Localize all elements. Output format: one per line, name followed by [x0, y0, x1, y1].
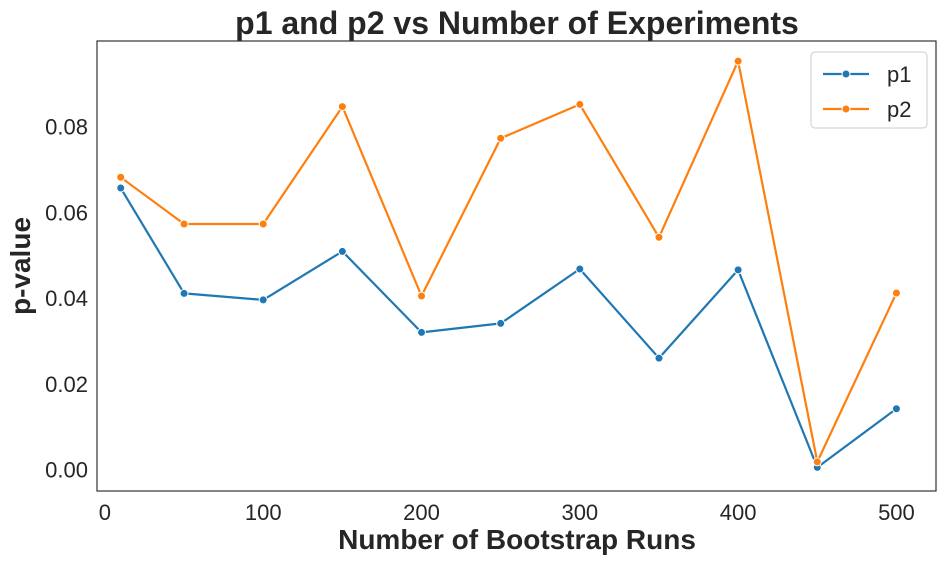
- data-point-p1: [496, 318, 506, 328]
- x-tick-label: 400: [720, 500, 757, 525]
- x-tick-label: 500: [878, 500, 915, 525]
- data-point-p1: [116, 183, 126, 193]
- y-tick-label: 0.08: [45, 115, 88, 140]
- data-point-p2: [891, 288, 901, 298]
- data-point-p2: [496, 133, 506, 143]
- data-point-p2: [733, 56, 743, 66]
- data-point-p1: [258, 295, 268, 305]
- series-line-p2: [120, 59, 898, 463]
- data-point-p2: [654, 232, 664, 242]
- series-line-p1: [119, 187, 898, 469]
- x-tick-label: 200: [403, 500, 440, 525]
- x-tick-label: 0: [99, 500, 111, 525]
- legend-label-p1: p1: [887, 62, 911, 87]
- data-point-p1: [654, 353, 664, 363]
- data-point-p2: [179, 219, 189, 229]
- data-point-p2: [575, 99, 585, 109]
- y-axis-ticks: 0.00 0.02 0.04 0.06 0.08: [45, 115, 88, 483]
- x-tick-label: 300: [561, 500, 598, 525]
- x-axis-ticks: 0 100 200 300 400 500: [99, 500, 915, 525]
- data-point-p2: [116, 172, 126, 182]
- legend-marker-p2: [841, 104, 851, 114]
- data-point-p1: [337, 246, 347, 256]
- y-tick-label: 0.04: [45, 286, 88, 311]
- data-point-p1: [179, 288, 189, 298]
- data-point-p1: [575, 264, 585, 274]
- plot-area-frame: [96, 40, 937, 492]
- data-point-p2: [417, 291, 427, 301]
- data-point-p1: [891, 404, 901, 414]
- data-point-p1: [417, 327, 427, 337]
- data-point-p2: [812, 457, 822, 467]
- chart-title: p1 and p2 vs Number of Experiments: [235, 5, 799, 41]
- data-point-p2: [258, 219, 268, 229]
- x-axis-label: Number of Bootstrap Runs: [338, 524, 696, 555]
- y-axis-label: p-value: [5, 217, 36, 315]
- data-point-p1: [733, 265, 743, 275]
- y-tick-label: 0.06: [45, 200, 88, 225]
- data-point-p2: [337, 102, 347, 112]
- x-tick-label: 100: [245, 500, 282, 525]
- y-tick-label: 0.00: [45, 458, 88, 483]
- legend-label-p2: p2: [887, 97, 911, 122]
- series-layer: [116, 56, 901, 472]
- legend-marker-p1: [841, 69, 851, 79]
- y-tick-label: 0.02: [45, 372, 88, 397]
